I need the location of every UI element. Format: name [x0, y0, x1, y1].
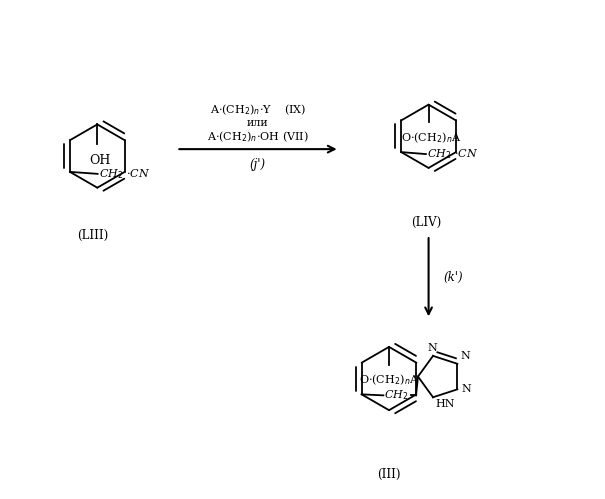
Text: (k'): (k') [443, 270, 463, 284]
Text: (LIV): (LIV) [411, 216, 441, 229]
Text: CH$_2$: CH$_2$ [384, 388, 409, 402]
Text: N: N [461, 384, 471, 394]
Text: A$\cdot$(CH$_2$)$_n$$\cdot$OH (VII): A$\cdot$(CH$_2$)$_n$$\cdot$OH (VII) [207, 129, 309, 144]
Text: (LIII): (LIII) [77, 229, 109, 242]
Text: O$\cdot$(CH$_2$)$_n$A: O$\cdot$(CH$_2$)$_n$A [401, 130, 461, 145]
Text: A$\cdot$(CH$_2$)$_n$$\cdot$Y    (IX): A$\cdot$(CH$_2$)$_n$$\cdot$Y (IX) [210, 102, 306, 117]
Text: (j'): (j') [250, 159, 266, 172]
Text: OH: OH [90, 154, 111, 167]
Text: CH$_2$ $\cdot$CN: CH$_2$ $\cdot$CN [427, 147, 478, 161]
Text: HN: HN [435, 399, 454, 409]
Text: CH$_2$ $\cdot$CN: CH$_2$ $\cdot$CN [99, 167, 150, 181]
Text: N: N [460, 351, 470, 361]
Text: или: или [247, 118, 269, 128]
Text: N: N [427, 343, 437, 353]
Text: (III): (III) [377, 468, 401, 481]
Text: O$\cdot$(CH$_2$)$_n$A: O$\cdot$(CH$_2$)$_n$A [359, 373, 420, 387]
